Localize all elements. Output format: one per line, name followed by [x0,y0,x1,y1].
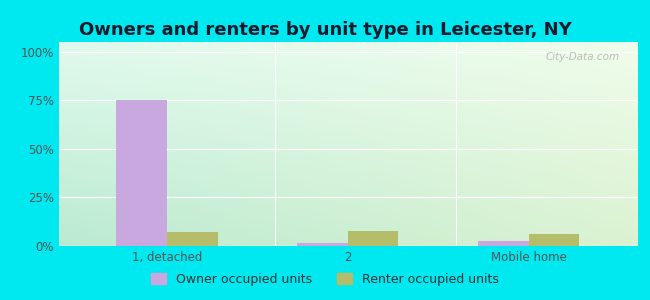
Text: City-Data.com: City-Data.com [545,52,619,62]
Bar [478,241,528,246]
Bar [167,232,218,246]
Bar [297,243,348,246]
Legend: Owner occupied units, Renter occupied units: Owner occupied units, Renter occupied un… [146,268,504,291]
Bar [348,231,398,246]
Text: Owners and renters by unit type in Leicester, NY: Owners and renters by unit type in Leice… [79,21,571,39]
Bar [116,100,167,246]
Bar [528,234,579,246]
